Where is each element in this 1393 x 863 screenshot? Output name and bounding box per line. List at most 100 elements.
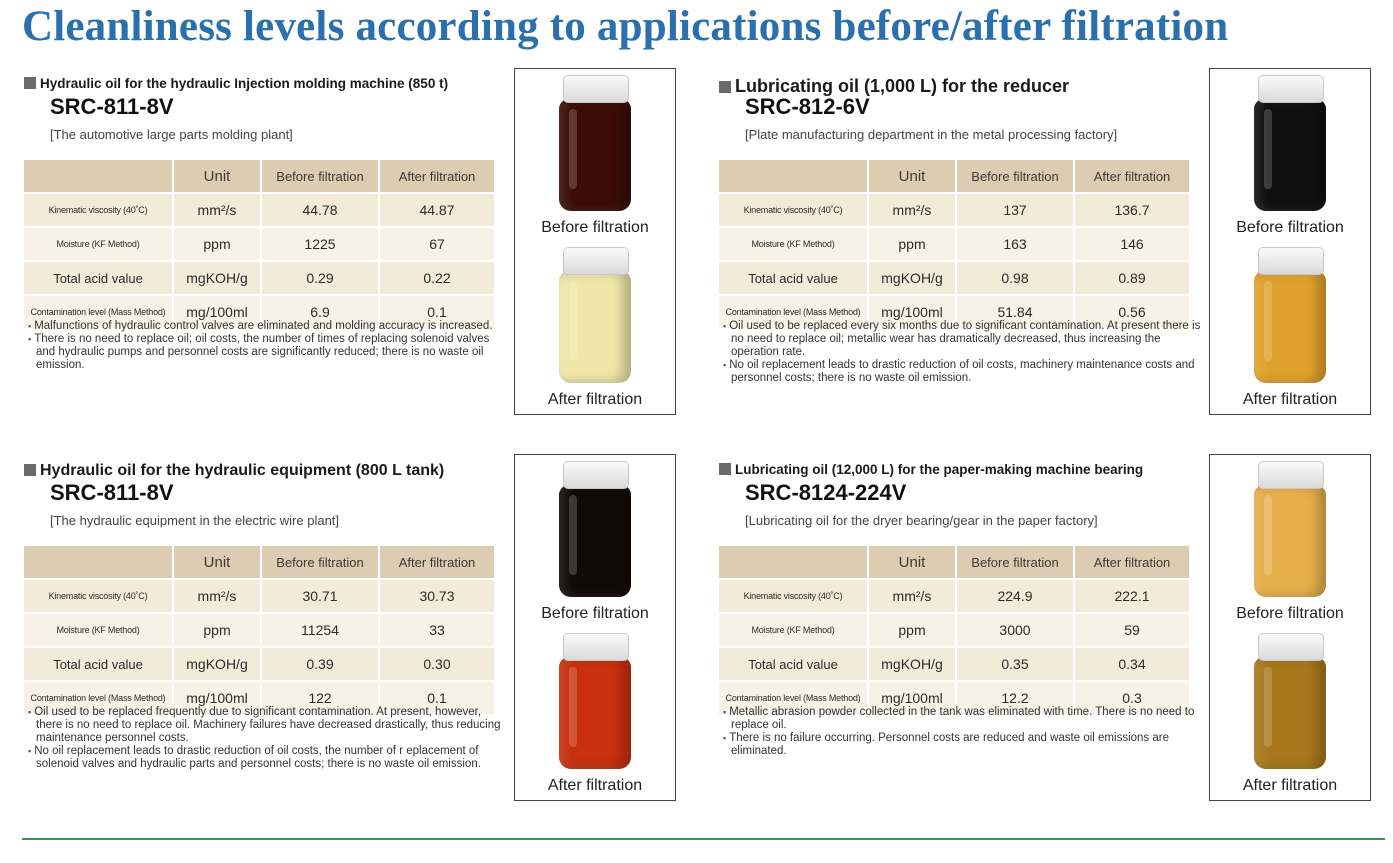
after-sample-bottle-icon: [559, 247, 631, 385]
row-after-value: 33: [378, 612, 496, 648]
table-row: Kinematic viscosity (40˚C) mm²/s 30.71 30.7…: [22, 578, 496, 614]
sample-photo-frame: Before filtration After filtration: [1209, 454, 1371, 801]
row-unit: mm²/s: [867, 192, 957, 228]
bullet-square-icon: [24, 77, 36, 89]
after-sample-bottle-icon: [1254, 247, 1326, 385]
table-header-row: Unit Before filtration After filtration: [717, 544, 1191, 580]
panel-heading-text: Lubricating oil (12,000 L) for the paper…: [735, 462, 1144, 477]
row-after-value: 0.89: [1073, 260, 1191, 296]
note-item: There is no failure occurring. Personnel…: [721, 732, 1201, 758]
panel-heading: Hydraulic oil for the hydraulic Injectio…: [24, 76, 448, 91]
row-before-value: 0.39: [260, 646, 380, 682]
table-row: Kinematic viscosity (40˚C) mm²/s 44.78 44.8…: [22, 192, 496, 228]
caption-after: After filtration: [1242, 777, 1338, 794]
header-after: After filtration: [1073, 544, 1191, 580]
row-label: Total acid value: [717, 646, 869, 682]
table-header-row: Unit Before filtration After filtration: [22, 544, 496, 580]
header-after: After filtration: [378, 544, 496, 580]
panel-heading-text: Hydraulic oil for the hydraulic Injectio…: [40, 76, 449, 91]
row-unit: ppm: [172, 612, 262, 648]
table-row: Total acid value mgKOH/g 0.39 0.30: [22, 646, 496, 682]
row-before-value: 224.9: [955, 578, 1075, 614]
header-before: Before filtration: [955, 544, 1075, 580]
table-header-row: Unit Before filtration After filtration: [717, 158, 1191, 194]
row-before-value: 30.71: [260, 578, 380, 614]
caption-after: After filtration: [547, 777, 643, 794]
row-unit: mm²/s: [172, 192, 262, 228]
model-number: SRC-8124-224V: [745, 480, 907, 505]
header-blank: [22, 158, 174, 194]
model-number: SRC-812-6V: [745, 94, 870, 119]
note-item: There is no need to replace oil; oil cos…: [26, 333, 506, 372]
row-after-value: 222.1: [1073, 578, 1191, 614]
spec-table: Unit Before filtration After filtration Kin…: [717, 158, 1191, 330]
row-before-value: 44.78: [260, 192, 380, 228]
after-sample-bottle-icon: [559, 633, 631, 771]
table-row: Moisture (KF Method) ppm 163 146: [717, 226, 1191, 262]
header-unit: Unit: [867, 158, 957, 194]
header-blank: [22, 544, 174, 580]
row-label: Moisture (KF Method): [22, 226, 174, 262]
row-before-value: 0.35: [955, 646, 1075, 682]
note-item: Oil used to be replaced every six months…: [721, 320, 1201, 359]
note-item: Metallic abrasion powder collected in th…: [721, 706, 1201, 732]
row-after-value: 0.22: [378, 260, 496, 296]
notes-list: Oil used to be replaced frequently due t…: [26, 706, 506, 771]
note-item: No oil replacement leads to drastic redu…: [26, 745, 506, 771]
caption-after: After filtration: [1242, 391, 1338, 408]
bullet-square-icon: [719, 463, 731, 475]
row-label: Kinematic viscosity (40˚C): [22, 578, 174, 614]
row-unit: ppm: [867, 612, 957, 648]
table-row: Total acid value mgKOH/g 0.29 0.22: [22, 260, 496, 296]
row-unit: mm²/s: [867, 578, 957, 614]
row-unit: mgKOH/g: [867, 646, 957, 682]
row-before-value: 1225: [260, 226, 380, 262]
header-unit: Unit: [172, 544, 262, 580]
after-sample-bottle-icon: [1254, 633, 1326, 771]
header-after: After filtration: [378, 158, 496, 194]
panel-heading: Hydraulic oil for the hydraulic equipmen…: [24, 462, 444, 480]
sample-photo-frame: Before filtration After filtration: [514, 454, 676, 801]
row-unit: ppm: [867, 226, 957, 262]
table-row: Moisture (KF Method) ppm 1225 67: [22, 226, 496, 262]
row-unit: mgKOH/g: [172, 646, 262, 682]
bullet-square-icon: [719, 81, 731, 93]
row-label: Moisture (KF Method): [717, 226, 869, 262]
table-row: Total acid value mgKOH/g 0.98 0.89: [717, 260, 1191, 296]
caption-before: Before filtration: [1236, 605, 1344, 622]
note-item: Oil used to be replaced frequently due t…: [26, 706, 506, 745]
note-item: Malfunctions of hydraulic control valves…: [26, 320, 506, 333]
before-sample-bottle-icon: [559, 75, 631, 213]
row-after-value: 146: [1073, 226, 1191, 262]
row-label: Kinematic viscosity (40˚C): [22, 192, 174, 228]
row-before-value: 11254: [260, 612, 380, 648]
header-blank: [717, 158, 869, 194]
row-after-value: 67: [378, 226, 496, 262]
row-after-value: 44.87: [378, 192, 496, 228]
row-after-value: 136.7: [1073, 192, 1191, 228]
row-before-value: 3000: [955, 612, 1075, 648]
notes-list: Metallic abrasion powder collected in th…: [721, 706, 1201, 758]
table-row: Kinematic viscosity (40˚C) mm²/s 224.9 222.…: [717, 578, 1191, 614]
model-number: SRC-811-8V: [50, 94, 174, 119]
sample-photo-frame: Before filtration After filtration: [514, 68, 676, 415]
header-after: After filtration: [1073, 158, 1191, 194]
caption-before: Before filtration: [1236, 219, 1344, 236]
plant-location: [The automotive large parts molding plan…: [50, 127, 293, 142]
row-label: Moisture (KF Method): [22, 612, 174, 648]
header-before: Before filtration: [955, 158, 1075, 194]
row-label: Total acid value: [22, 646, 174, 682]
model-number: SRC-811-8V: [50, 480, 174, 505]
before-sample-bottle-icon: [1254, 75, 1326, 213]
header-blank: [717, 544, 869, 580]
table-row: Moisture (KF Method) ppm 3000 59: [717, 612, 1191, 648]
table-row: Kinematic viscosity (40˚C) mm²/s 137 136.7: [717, 192, 1191, 228]
notes-list: Malfunctions of hydraulic control valves…: [26, 320, 506, 372]
page-title: Cleanliness levels according to applicat…: [22, 3, 1229, 50]
table-row: Total acid value mgKOH/g 0.35 0.34: [717, 646, 1191, 682]
before-sample-bottle-icon: [559, 461, 631, 599]
header-unit: Unit: [867, 544, 957, 580]
row-after-value: 0.34: [1073, 646, 1191, 682]
caption-before: Before filtration: [541, 219, 649, 236]
table-row: Moisture (KF Method) ppm 11254 33: [22, 612, 496, 648]
